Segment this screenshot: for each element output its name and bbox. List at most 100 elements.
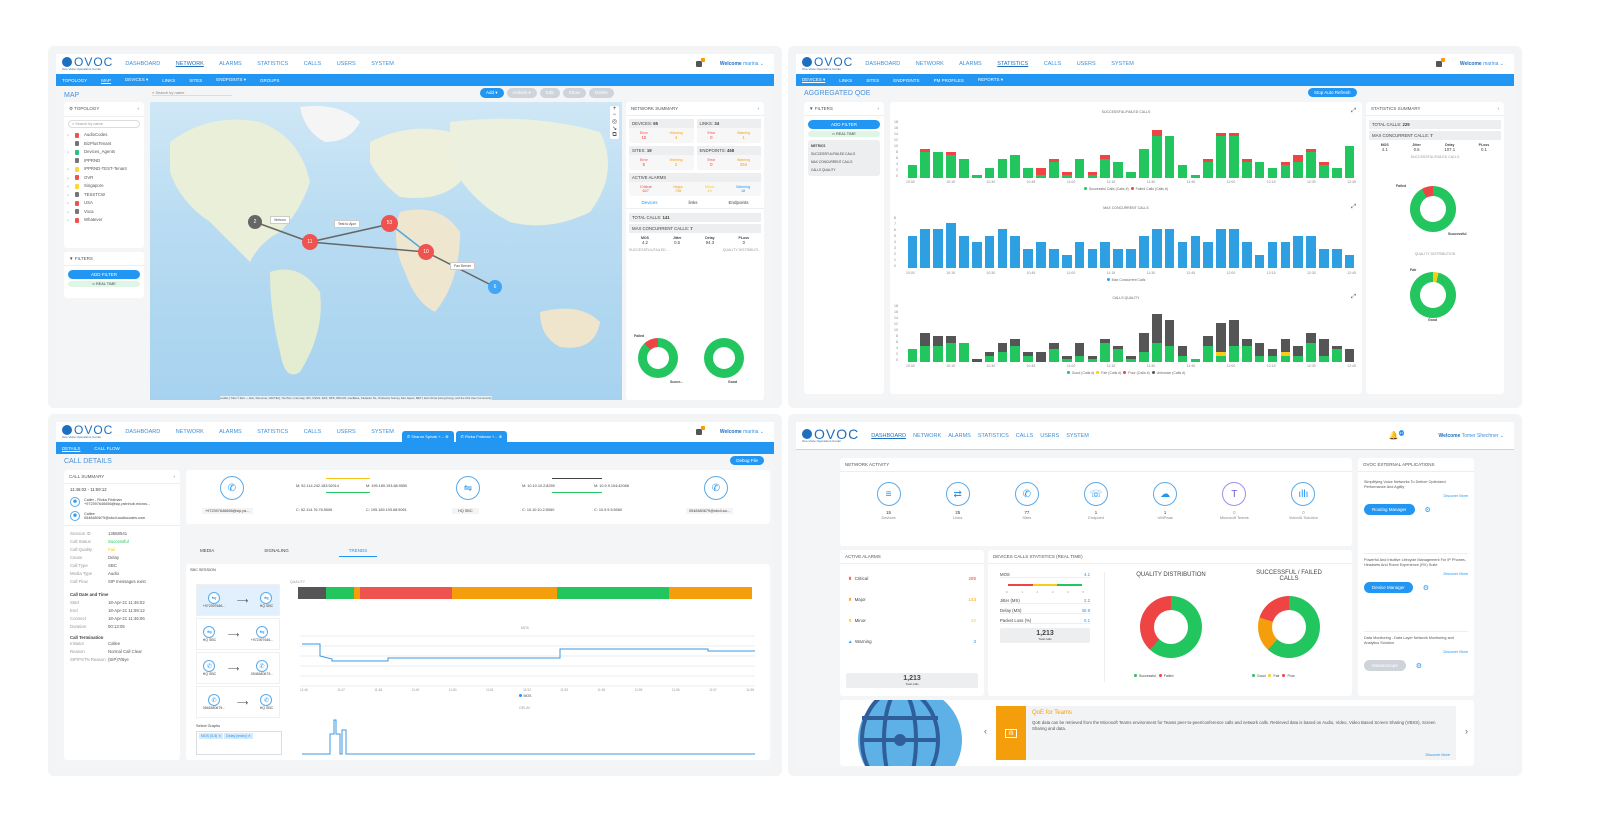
subnav-pm-profiles[interactable]: PM PROFILES bbox=[933, 77, 964, 83]
chart-bar[interactable] bbox=[959, 216, 969, 268]
chart-bar[interactable] bbox=[1216, 120, 1226, 178]
chart-bar[interactable] bbox=[1331, 120, 1342, 178]
expand-icon[interactable]: › bbox=[757, 106, 760, 111]
nav-statistics[interactable]: STATISTICS bbox=[977, 432, 1009, 439]
topology-item[interactable]: ▷ Voca bbox=[67, 208, 94, 215]
tab-devices[interactable]: Devices bbox=[641, 200, 658, 205]
chart-bar[interactable] bbox=[1280, 216, 1291, 268]
subnav-devices[interactable]: DEVICES ▾ bbox=[802, 77, 826, 82]
chart-bar[interactable] bbox=[1177, 304, 1188, 362]
chart-bar[interactable] bbox=[1087, 216, 1098, 268]
chart-bar[interactable] bbox=[1049, 216, 1059, 268]
topology-item[interactable]: ▷ IPPRND-TEST-Tenant bbox=[67, 166, 127, 172]
chart-bar[interactable] bbox=[984, 120, 995, 178]
chart-bar[interactable] bbox=[1319, 304, 1329, 362]
tab-signaling[interactable]: SIGNALING bbox=[264, 548, 289, 553]
network-activity-item[interactable]: ☁ 1 UMPaas bbox=[1140, 482, 1190, 520]
delete-button[interactable]: Delete bbox=[588, 88, 614, 98]
call-tab[interactable]: ✆ Sharon Spivak +... ⊗ bbox=[401, 431, 454, 442]
nav-system[interactable]: SYSTEM bbox=[371, 429, 394, 435]
collapse-icon[interactable]: ‹ bbox=[137, 106, 140, 111]
chart-bar[interactable] bbox=[1113, 304, 1124, 362]
chart-bar[interactable] bbox=[1241, 120, 1252, 178]
nav-system[interactable]: SYSTEM bbox=[1066, 432, 1089, 439]
expand-chart-icon[interactable]: ⤢ bbox=[1351, 204, 1356, 210]
measure-icon[interactable]: ↘ bbox=[611, 126, 618, 132]
chart-bar[interactable] bbox=[1151, 216, 1162, 268]
network-activity-item[interactable]: ⇄ 25 Links bbox=[933, 482, 983, 520]
chart-bar[interactable] bbox=[1177, 216, 1188, 268]
zoom-in-button[interactable]: + bbox=[612, 106, 617, 112]
chart-bar[interactable] bbox=[1010, 304, 1021, 362]
chart-bar[interactable] bbox=[997, 120, 1008, 178]
alarm-row[interactable]: ♜ Major 143 bbox=[848, 597, 976, 602]
alarm-row[interactable]: ♜ Minor 32 bbox=[848, 618, 976, 623]
select-graphs-dropdown[interactable]: MOS (0-5) ✕ Delay (msec) ✕ bbox=[196, 731, 282, 755]
chart-bar[interactable] bbox=[959, 120, 969, 178]
metric-item[interactable]: CALLS QUALITY bbox=[811, 168, 836, 172]
topology-item[interactable]: ▷ TESSTCW bbox=[67, 191, 106, 198]
subnav-endpoints[interactable]: ENDPOINTS ▾ bbox=[216, 77, 247, 82]
chart-bar[interactable] bbox=[984, 304, 995, 362]
chart-bar[interactable] bbox=[1074, 120, 1085, 178]
chart-bar[interactable] bbox=[1344, 120, 1355, 178]
chart-bar[interactable] bbox=[1293, 216, 1304, 268]
nav-users[interactable]: USERS bbox=[1040, 432, 1060, 439]
gear-icon[interactable]: ⚙ bbox=[1415, 662, 1423, 670]
alarm-row[interactable]: ▲ Warning 3 bbox=[848, 639, 976, 644]
chart-bar[interactable] bbox=[920, 304, 931, 362]
chart-bar[interactable] bbox=[1190, 304, 1201, 362]
tab-media[interactable]: MEDIA bbox=[200, 548, 215, 553]
chart-bar[interactable] bbox=[1049, 304, 1059, 362]
subnav-groups[interactable]: GROUPS bbox=[260, 77, 280, 83]
topology-item[interactable]: ▷ Singapore bbox=[67, 183, 104, 189]
nav-users[interactable]: USERS bbox=[336, 61, 356, 67]
nav-alarms[interactable]: ALARMS bbox=[948, 432, 971, 439]
chart-bar[interactable] bbox=[1280, 120, 1291, 178]
collapse-icon[interactable]: ‹ bbox=[877, 106, 880, 111]
chart-bar[interactable] bbox=[1229, 120, 1239, 178]
subnav-links[interactable]: LINKS bbox=[162, 77, 176, 83]
topology-item[interactable]: ▷ USA bbox=[67, 200, 93, 206]
subnav-sites[interactable]: SITES bbox=[866, 77, 880, 83]
chart-bar[interactable] bbox=[1190, 216, 1201, 268]
chart-bar[interactable] bbox=[1267, 120, 1278, 178]
chart-bar[interactable] bbox=[1203, 120, 1214, 178]
topology-item[interactable]: ▷ AudioCodes bbox=[67, 132, 108, 138]
chart-bar[interactable] bbox=[1100, 304, 1111, 362]
chart-bar[interactable] bbox=[1164, 120, 1175, 178]
nav-statistics[interactable]: STATISTICS bbox=[257, 429, 289, 435]
app-launch-button[interactable]: Masterscope bbox=[1364, 660, 1406, 671]
chart-bar[interactable] bbox=[1241, 304, 1252, 362]
map-search-input[interactable]: ⌕ Search by name bbox=[152, 90, 232, 96]
call-tab[interactable]: ✆ Rivka Fridman +... ⊗ bbox=[455, 431, 508, 442]
subnav-links[interactable]: LINKS bbox=[839, 77, 853, 83]
nav-alarms[interactable]: ALARMS bbox=[959, 61, 982, 67]
discover-more-link[interactable]: Discover More bbox=[1425, 753, 1450, 757]
chart-bar[interactable] bbox=[1100, 216, 1111, 268]
tab-trends[interactable]: TRENDS bbox=[338, 548, 378, 557]
chart-bar[interactable] bbox=[984, 216, 995, 268]
chart-bar[interactable] bbox=[1074, 216, 1085, 268]
chart-bar[interactable] bbox=[1113, 216, 1124, 268]
gear-icon[interactable]: ⚙ bbox=[1424, 506, 1431, 514]
chart-bar[interactable] bbox=[1293, 304, 1304, 362]
network-activity-item[interactable]: T 0 Microsoft Teams bbox=[1209, 482, 1259, 520]
real-time-toggle[interactable]: ∞ REAL TIME bbox=[68, 281, 140, 287]
chart-bar[interactable] bbox=[1306, 216, 1316, 268]
chart-bar[interactable] bbox=[1229, 304, 1239, 362]
network-activity-item[interactable]: ☏ 1 Endpoint bbox=[1071, 482, 1121, 520]
nav-network[interactable]: NETWORK bbox=[913, 432, 942, 439]
chart-bar[interactable] bbox=[1267, 304, 1278, 362]
actions-button[interactable]: Actions ▾ bbox=[506, 88, 537, 98]
remove-chip-icon[interactable]: ✕ bbox=[247, 734, 251, 738]
chart-bar[interactable] bbox=[946, 216, 956, 268]
chart-bar[interactable] bbox=[1306, 120, 1316, 178]
collapse-icon[interactable]: ‹ bbox=[173, 474, 176, 479]
chart-bar[interactable] bbox=[1087, 304, 1098, 362]
nav-statistics[interactable]: STATISTICS bbox=[997, 61, 1029, 67]
subnav-sites[interactable]: SITES bbox=[189, 77, 203, 83]
nav-system[interactable]: SYSTEM bbox=[1111, 61, 1134, 67]
carousel-next-button[interactable]: › bbox=[1465, 726, 1468, 736]
user-menu[interactable]: Welcome marina ⌄ bbox=[1459, 61, 1504, 67]
